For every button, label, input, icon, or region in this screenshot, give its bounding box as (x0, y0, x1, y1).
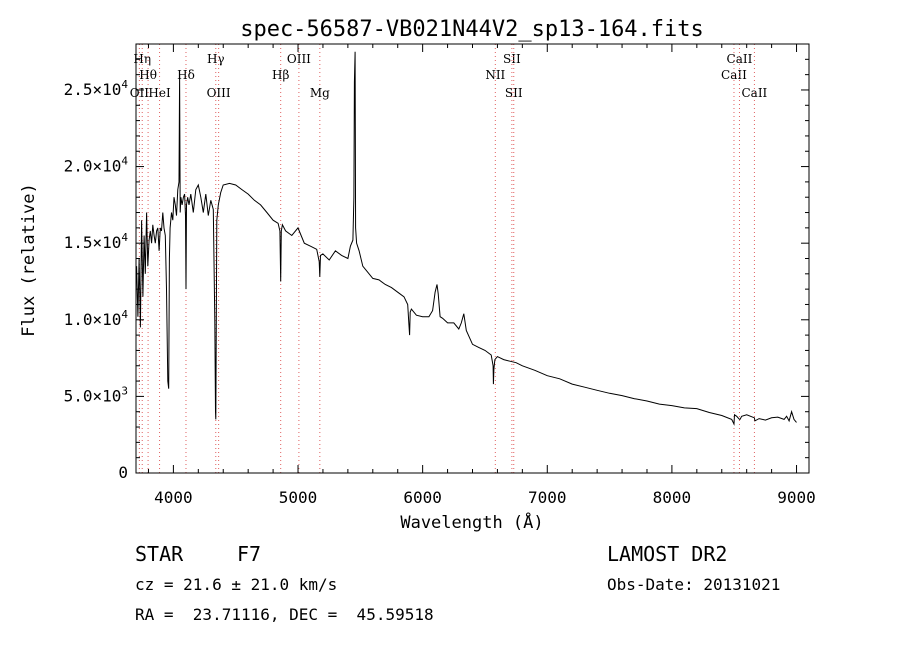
line-label-0: Hη (133, 52, 151, 66)
line-label-3: HeI (148, 86, 171, 100)
line-label-14: CaII (727, 52, 753, 66)
y-tick-label-0: 0 (118, 463, 128, 482)
plot-frame (135, 43, 810, 474)
y-tick-label-5: 2.5×104 (64, 78, 129, 99)
line-label-15: CaII (741, 86, 767, 100)
axis-ticks: 4000 5000 6000 7000 8000 9000 0 5.0×103 1.0×104 1… (64, 44, 816, 507)
y-tick-label-3: 1.5×104 (64, 231, 129, 252)
line-label-11: SII (503, 52, 521, 66)
line-label-13: CaII (721, 68, 747, 82)
line-label-6: OIII (207, 86, 231, 100)
line-label-2: OII (130, 86, 150, 100)
object-class: STAR (135, 542, 184, 566)
y-tick-label-1: 5.0×103 (64, 384, 128, 405)
line-label-5: Hγ (207, 52, 225, 66)
survey-name: LAMOST DR2 (607, 542, 728, 566)
x-axis-label: Wavelength (Å) (400, 511, 543, 533)
y-tick-label-4: 2.0×104 (64, 155, 129, 176)
x-tick-label-4: 8000 (653, 488, 692, 507)
line-label-10: NII (485, 68, 505, 82)
x-tick-label-1: 5000 (279, 488, 318, 507)
line-label-1: Hθ (139, 68, 157, 82)
line-label-4: Hδ (177, 68, 195, 82)
x-tick-label-3: 7000 (528, 488, 567, 507)
object-subclass: F7 (237, 542, 262, 566)
x-tick-label-5: 9000 (777, 488, 816, 507)
spectrum-line (136, 51, 797, 426)
line-label-12: SII (505, 86, 523, 100)
obs-date: Obs-Date: 20131021 (607, 575, 781, 594)
y-tick-label-2: 1.0×104 (64, 308, 129, 329)
redshift-text: cz = 21.6 ± 21.0 km/s (135, 575, 338, 594)
line-label-7: Hβ (272, 68, 289, 82)
y-axis-label: Flux (relative) (19, 183, 39, 337)
x-tick-label-0: 4000 (154, 488, 193, 507)
ra-dec: RA = 23.71116, DEC = 45.59518 (135, 605, 434, 624)
line-label-8: OIII (287, 52, 311, 66)
chart-title: spec-56587-VB021N44V2_sp13-164.fits (240, 17, 704, 42)
x-tick-label-2: 6000 (403, 488, 442, 507)
line-label-9: Mg (310, 86, 330, 100)
